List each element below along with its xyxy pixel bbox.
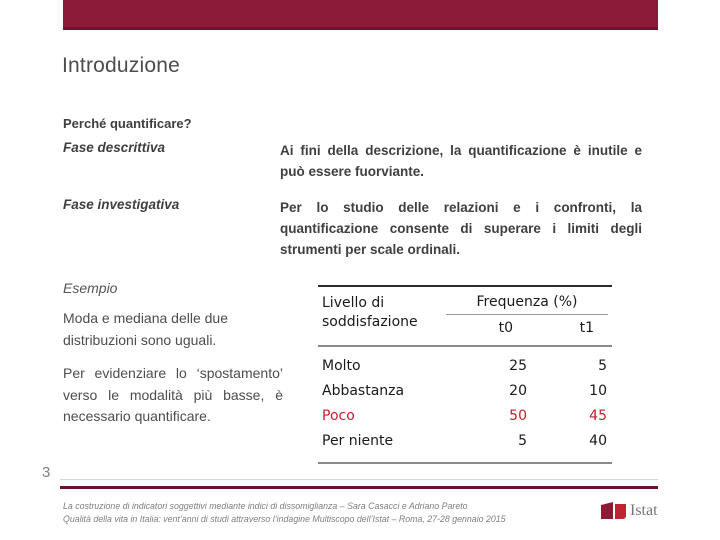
table-subcol-t1: t1 bbox=[579, 320, 594, 336]
phase-text-investigativa: Per lo studio delle relazioni e i confro… bbox=[280, 200, 642, 257]
header-accent-bar bbox=[63, 0, 658, 30]
cell-t0: 50 bbox=[509, 408, 527, 424]
table-subcol-t0: t0 bbox=[498, 320, 513, 336]
cell-t1: 45 bbox=[589, 408, 607, 424]
footer-line-1: La costruzione di indicatori soggettivi … bbox=[63, 501, 468, 511]
example-heading: Esempio bbox=[63, 280, 118, 296]
cell-t1: 40 bbox=[589, 433, 607, 449]
cell-t0: 25 bbox=[509, 358, 527, 374]
table-header: Livello di soddisfazione Frequenza (%) t… bbox=[318, 287, 612, 347]
phase-label-descrittiva: Fase descrittiva bbox=[63, 140, 166, 155]
footer-accent-divider bbox=[60, 486, 658, 489]
row-label: Abbastanza bbox=[322, 383, 405, 399]
footer-thin-divider bbox=[60, 479, 658, 480]
row-label: Molto bbox=[322, 358, 361, 374]
table-group-header: Frequenza (%) t0 t1 bbox=[446, 294, 612, 336]
istat-logo-text: Istat bbox=[630, 502, 658, 519]
page-number: 3 bbox=[42, 464, 51, 481]
istat-logo-icon bbox=[601, 502, 613, 519]
istat-logo: Istat bbox=[601, 502, 658, 519]
table-col-label: Livello di soddisfazione bbox=[322, 295, 418, 330]
footer-line-2: Qualità della vita in Italia: vent’anni … bbox=[63, 514, 506, 524]
cell-t0: 5 bbox=[518, 433, 527, 449]
frequency-table: Livello di soddisfazione Frequenza (%) t… bbox=[318, 285, 612, 464]
example-paragraph-1: Moda e mediana delle due distribuzioni s… bbox=[63, 310, 229, 348]
cell-t1: 10 bbox=[589, 383, 607, 399]
phase-label-investigativa: Fase investigativa bbox=[63, 197, 180, 212]
cell-t1: 5 bbox=[598, 358, 607, 374]
cell-t0: 20 bbox=[509, 383, 527, 399]
row-label: Per niente bbox=[322, 433, 394, 449]
phase-text-descrittiva: Ai fini della descrizione, la quantifica… bbox=[280, 143, 642, 179]
footer-credits: La costruzione di indicatori soggettivi … bbox=[63, 500, 593, 526]
istat-logo-icon bbox=[615, 504, 626, 519]
table-group-label: Frequenza (%) bbox=[446, 294, 608, 315]
row-label: Poco bbox=[322, 408, 355, 424]
table-row: Molto 25 5 bbox=[318, 354, 612, 379]
page-title: Introduzione bbox=[62, 54, 180, 77]
table-row: Abbastanza 20 10 bbox=[318, 379, 612, 404]
intro-question: Perché quantificare? bbox=[63, 116, 192, 131]
table-row: Per niente 5 40 bbox=[318, 429, 612, 454]
table-subcols: t0 t1 bbox=[446, 315, 608, 336]
table-row-highlighted: Poco 50 45 bbox=[318, 404, 612, 429]
example-paragraph-2: Per evidenziare lo ‘spostamento’ verso l… bbox=[63, 365, 283, 424]
table-body: Molto 25 5 Abbastanza 20 10 Poco 50 45 P… bbox=[318, 347, 612, 464]
